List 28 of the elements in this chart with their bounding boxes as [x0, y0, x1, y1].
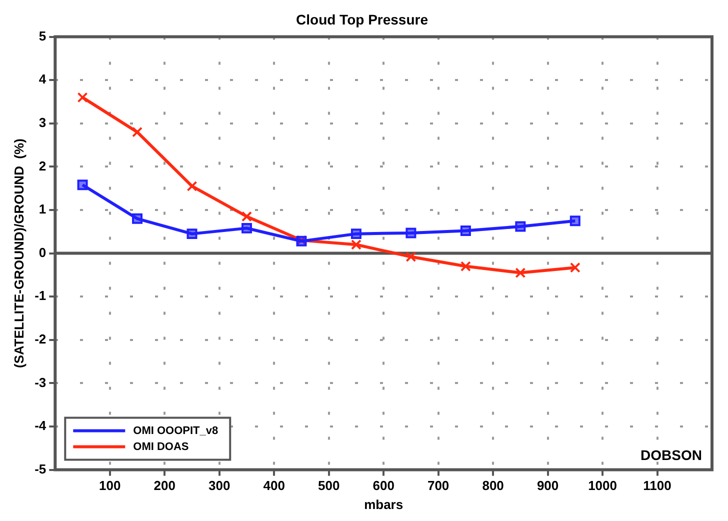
x-tick-label: 100 [99, 478, 121, 494]
chart-title: Cloud Top Pressure [296, 11, 428, 28]
y-tick-label: -4 [34, 418, 47, 434]
y-tick-label: -3 [34, 374, 46, 390]
y-tick-label: 0 [38, 244, 46, 260]
legend-label: OMI OOOPIT_v8 [133, 424, 218, 437]
y-tick-label: 2 [38, 158, 46, 174]
legend-label: OMI DOAS [133, 440, 189, 453]
y-tick-label: -5 [34, 461, 46, 476]
x-tick-label: 300 [208, 478, 230, 494]
x-tick-label: 600 [372, 478, 394, 494]
x-tick-label: 500 [318, 478, 340, 494]
y-axis-title: (SATELLITE-GROUND)/GROUND (%) [11, 138, 26, 368]
x-axis-title: mbars [364, 496, 404, 512]
x-tick-label: 900 [536, 478, 559, 494]
x-tick-label: 200 [154, 478, 176, 494]
y-tick-label: 1 [38, 202, 46, 217]
x-tick-label: 1000 [588, 478, 617, 494]
x-tick-label: 400 [263, 478, 285, 494]
y-tick-label: 5 [38, 28, 46, 44]
y-tick-label: 4 [38, 72, 47, 87]
y-tick-label: 3 [38, 114, 46, 130]
y-tick-label: -1 [34, 288, 46, 304]
annotation: DOBSON [640, 446, 702, 463]
y-tick-label: -2 [34, 331, 46, 346]
x-tick-label: 800 [482, 478, 504, 494]
x-tick-label: 1100 [643, 478, 672, 494]
x-tick-label: 700 [427, 478, 450, 494]
